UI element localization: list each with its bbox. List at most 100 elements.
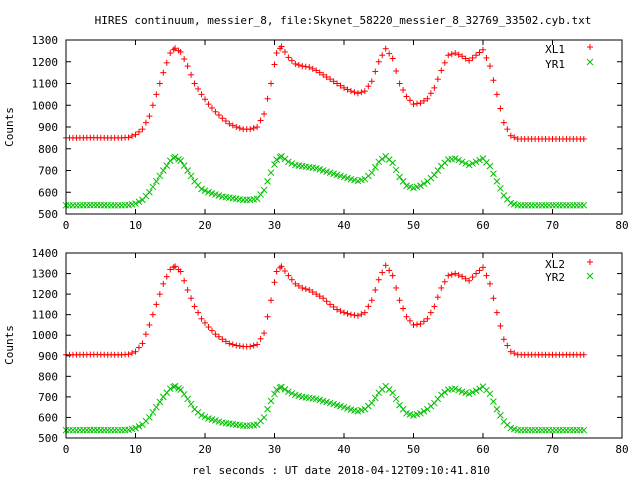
data-point-yr1 [563, 201, 570, 209]
data-point-yr2 [111, 426, 119, 434]
data-point-xl1 [323, 73, 330, 80]
data-point-xl2 [396, 297, 403, 304]
data-point-xl1 [334, 80, 341, 87]
data-point-xl1 [361, 88, 368, 95]
data-point-yr1 [73, 201, 80, 209]
data-point-xl1 [264, 95, 271, 102]
data-point-xl1 [153, 91, 160, 98]
data-point-xl1 [410, 101, 417, 108]
plot-top-marks [62, 43, 588, 209]
data-point-yr1 [66, 201, 73, 209]
data-point-xl1 [500, 119, 507, 126]
y-tick-label: 1300 [32, 268, 59, 281]
y-tick-label: 1100 [32, 78, 59, 91]
data-point-xl2 [511, 350, 518, 357]
data-point-yr2 [465, 390, 473, 398]
data-point-xl2 [431, 303, 438, 310]
data-point-xl2 [202, 319, 208, 326]
y-tick-label: 700 [38, 391, 58, 404]
data-point-yr1 [264, 178, 271, 185]
data-point-xl1 [511, 134, 518, 141]
data-point-xl1 [455, 51, 462, 58]
data-point-xl2 [368, 297, 375, 304]
data-point-xl2 [490, 295, 497, 302]
data-point-xl2 [316, 293, 323, 300]
data-point-xl2 [379, 269, 386, 276]
data-point-xl1 [386, 50, 393, 57]
data-point-yr2 [528, 426, 536, 434]
plot-bottom: 0 10 20 30 40 50 60 70 80 500 600 700 800 900 1000 1100… [3, 247, 629, 456]
data-point-yr2 [285, 388, 292, 396]
data-point-yr2 [490, 398, 497, 405]
y-tick-label: 600 [38, 186, 58, 199]
x-tick-label: 20 [198, 219, 211, 232]
data-point-yr1 [198, 185, 205, 193]
data-point-xl2 [222, 338, 229, 345]
data-point-xl1 [459, 53, 466, 60]
data-point-xl2 [354, 312, 361, 319]
data-point-yr2 [576, 426, 584, 434]
data-point-yr2 [104, 426, 112, 434]
data-point-xl2 [268, 297, 275, 304]
x-tick-label: 50 [407, 443, 420, 456]
data-point-yr1 [375, 158, 383, 166]
data-point-xl2 [198, 315, 205, 322]
data-point-xl2 [156, 291, 163, 298]
data-point-yr1 [132, 200, 139, 207]
data-point-xl1 [167, 50, 174, 57]
data-point-yr1 [451, 155, 459, 162]
data-point-xl2 [135, 344, 142, 351]
data-point-yr1 [524, 201, 532, 209]
data-point-yr2 [260, 414, 268, 421]
data-point-yr2 [472, 387, 480, 395]
data-point-xl2 [172, 263, 179, 270]
data-point-xl2 [327, 301, 334, 308]
data-point-yr1 [469, 160, 476, 167]
data-point-xl2 [167, 266, 174, 273]
x-tick-label: 0 [63, 443, 70, 456]
data-point-xl2 [295, 282, 302, 289]
data-point-xl2 [149, 311, 156, 318]
data-point-yr2 [278, 383, 285, 391]
data-point-yr2 [281, 386, 289, 393]
data-point-yr1 [171, 153, 179, 161]
data-point-xl1 [354, 90, 361, 97]
data-point-yr2 [149, 408, 157, 416]
data-point-xl1 [420, 97, 427, 104]
data-point-xl1 [507, 132, 514, 139]
data-point-xl2 [208, 327, 215, 334]
data-point-xl2 [452, 270, 459, 277]
legend-marker-xl1 [587, 44, 593, 50]
legend-label-yr1: YR1 [545, 58, 565, 71]
data-point-yr1 [528, 201, 536, 209]
data-point-yr2 [114, 426, 122, 434]
data-point-yr2 [420, 407, 428, 415]
data-point-yr2 [469, 388, 476, 396]
data-point-xl1 [247, 126, 254, 133]
data-point-xl2 [215, 333, 222, 340]
data-point-xl2 [129, 350, 136, 357]
data-point-xl1 [400, 87, 407, 94]
plot-top: 0 10 20 30 40 50 60 70 80 500 600 700 800 900 1000 1100… [3, 34, 629, 232]
data-point-xl1 [172, 45, 179, 52]
data-point-xl2 [445, 272, 452, 279]
legend-label-xl1: XL1 [545, 43, 565, 56]
data-point-xl1 [330, 78, 337, 85]
x-tick-label: 40 [337, 219, 350, 232]
x-tick-label: 10 [129, 219, 142, 232]
data-point-xl2 [476, 267, 483, 274]
data-point-xl2 [142, 331, 149, 338]
data-point-xl2 [344, 310, 351, 317]
data-point-xl1 [316, 69, 323, 76]
data-point-xl2 [427, 309, 434, 316]
data-point-yr2 [437, 391, 445, 399]
data-point-xl1 [382, 45, 389, 52]
data-point-xl1 [191, 80, 198, 87]
data-point-xl1 [580, 135, 587, 142]
data-point-yr1 [517, 201, 525, 209]
data-point-yr2 [549, 426, 556, 434]
data-point-xl1 [431, 84, 438, 91]
data-point-xl1 [309, 65, 316, 72]
legend-marker-xl2 [587, 259, 593, 265]
